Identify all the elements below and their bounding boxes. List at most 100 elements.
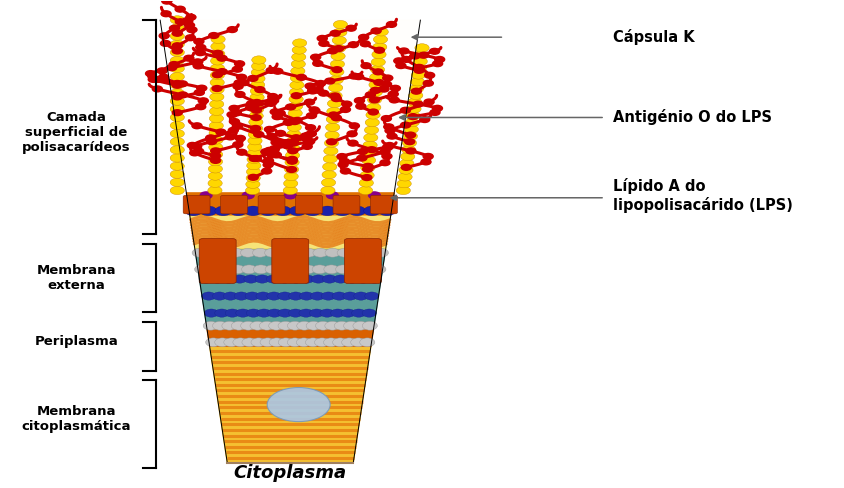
Circle shape: [374, 28, 388, 36]
Circle shape: [289, 95, 303, 103]
Circle shape: [289, 119, 300, 124]
Circle shape: [343, 292, 357, 300]
Circle shape: [170, 24, 184, 32]
Circle shape: [283, 186, 297, 195]
FancyBboxPatch shape: [295, 195, 322, 214]
Circle shape: [269, 147, 279, 153]
Circle shape: [371, 58, 386, 66]
Circle shape: [247, 143, 262, 151]
Circle shape: [208, 172, 222, 180]
Circle shape: [354, 74, 364, 80]
Circle shape: [379, 206, 396, 216]
Circle shape: [208, 143, 223, 151]
Circle shape: [233, 338, 248, 346]
Circle shape: [166, 65, 176, 71]
Circle shape: [210, 64, 225, 72]
Circle shape: [381, 81, 392, 87]
Circle shape: [170, 162, 184, 170]
Circle shape: [332, 292, 346, 300]
Circle shape: [354, 98, 365, 103]
Circle shape: [400, 107, 410, 113]
Circle shape: [408, 114, 418, 120]
Circle shape: [195, 50, 205, 56]
Circle shape: [277, 265, 292, 274]
Circle shape: [324, 265, 339, 274]
Circle shape: [404, 125, 419, 134]
Circle shape: [246, 168, 261, 176]
Circle shape: [197, 85, 207, 91]
Circle shape: [328, 83, 343, 92]
Circle shape: [291, 60, 306, 68]
Circle shape: [311, 292, 325, 300]
Circle shape: [260, 338, 275, 346]
Circle shape: [375, 47, 385, 53]
Circle shape: [332, 96, 342, 102]
Circle shape: [170, 48, 184, 57]
Circle shape: [365, 119, 380, 127]
Circle shape: [252, 248, 268, 257]
Circle shape: [267, 133, 277, 139]
Circle shape: [371, 265, 386, 274]
Circle shape: [406, 148, 416, 154]
Circle shape: [329, 76, 344, 84]
Circle shape: [202, 292, 216, 300]
Circle shape: [284, 179, 298, 187]
Circle shape: [327, 139, 337, 145]
Circle shape: [211, 50, 225, 58]
Circle shape: [172, 48, 182, 54]
Circle shape: [349, 42, 359, 48]
Circle shape: [365, 292, 379, 300]
Circle shape: [333, 46, 344, 51]
Circle shape: [425, 72, 435, 78]
Circle shape: [217, 69, 227, 75]
Circle shape: [170, 81, 184, 89]
Circle shape: [209, 100, 224, 108]
Circle shape: [170, 138, 184, 146]
Circle shape: [172, 110, 182, 116]
Circle shape: [288, 322, 302, 330]
Circle shape: [230, 206, 246, 216]
Circle shape: [213, 50, 223, 56]
Circle shape: [289, 248, 304, 257]
Circle shape: [367, 96, 381, 104]
Circle shape: [207, 139, 217, 144]
Circle shape: [313, 61, 323, 66]
Circle shape: [374, 80, 384, 85]
Circle shape: [325, 248, 340, 257]
Circle shape: [210, 71, 225, 80]
Circle shape: [284, 192, 296, 199]
Circle shape: [204, 309, 219, 317]
Circle shape: [170, 89, 184, 97]
Polygon shape: [209, 346, 371, 463]
Circle shape: [322, 275, 337, 283]
Circle shape: [327, 192, 338, 199]
Circle shape: [161, 11, 171, 17]
Circle shape: [273, 68, 283, 74]
Circle shape: [299, 309, 313, 317]
Circle shape: [292, 53, 306, 61]
Circle shape: [309, 107, 319, 113]
Circle shape: [209, 107, 224, 116]
Circle shape: [306, 131, 316, 137]
Circle shape: [268, 94, 278, 100]
Circle shape: [177, 81, 187, 87]
Circle shape: [401, 122, 410, 128]
Circle shape: [194, 39, 204, 44]
Circle shape: [192, 248, 207, 257]
FancyBboxPatch shape: [371, 195, 398, 214]
Circle shape: [242, 338, 257, 346]
Circle shape: [249, 156, 259, 162]
Circle shape: [293, 39, 306, 47]
Circle shape: [206, 135, 216, 141]
Circle shape: [271, 140, 281, 145]
Circle shape: [208, 179, 222, 187]
Circle shape: [176, 19, 186, 25]
Circle shape: [401, 164, 411, 170]
Circle shape: [397, 180, 411, 188]
Circle shape: [373, 35, 387, 43]
Circle shape: [246, 186, 260, 195]
Circle shape: [419, 117, 430, 122]
Circle shape: [284, 120, 294, 125]
Circle shape: [311, 54, 321, 60]
Circle shape: [222, 322, 237, 330]
